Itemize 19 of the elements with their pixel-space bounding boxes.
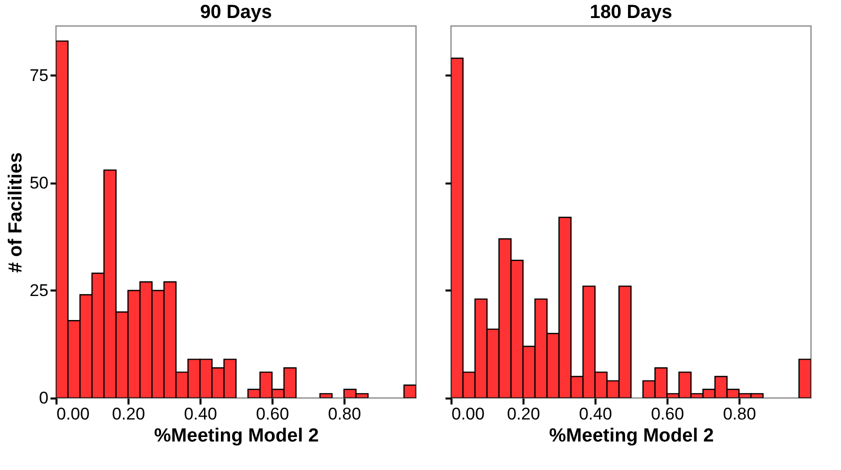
- x-tick-label: 0.40: [184, 404, 218, 424]
- y-tick-label: 0: [39, 388, 48, 408]
- x-tick-label: 0.20: [506, 404, 540, 424]
- chart-title: 90 Days: [200, 2, 272, 23]
- y-tick-label: 50: [30, 173, 48, 192]
- x-axis-title: %Meeting Model 2: [549, 426, 714, 446]
- x-tick-label: 0.80: [328, 404, 362, 424]
- x-axis-title: %Meeting Model 2: [154, 426, 319, 446]
- x-tick-label: 0.80: [722, 404, 756, 424]
- x-tick-label: 0.00: [452, 404, 485, 424]
- x-tick-label: 0.00: [56, 404, 90, 424]
- y-tick-label: 75: [30, 66, 48, 85]
- y-tick-label: 25: [30, 280, 48, 300]
- chart-title: 180 Days: [590, 2, 672, 23]
- x-tick-label: 0.60: [256, 404, 290, 424]
- x-tick-label: 0.40: [578, 404, 612, 424]
- x-tick-label: 0.20: [112, 404, 146, 424]
- y-axis-title: # of Facilities: [6, 152, 27, 273]
- x-tick-label: 0.60: [650, 404, 684, 424]
